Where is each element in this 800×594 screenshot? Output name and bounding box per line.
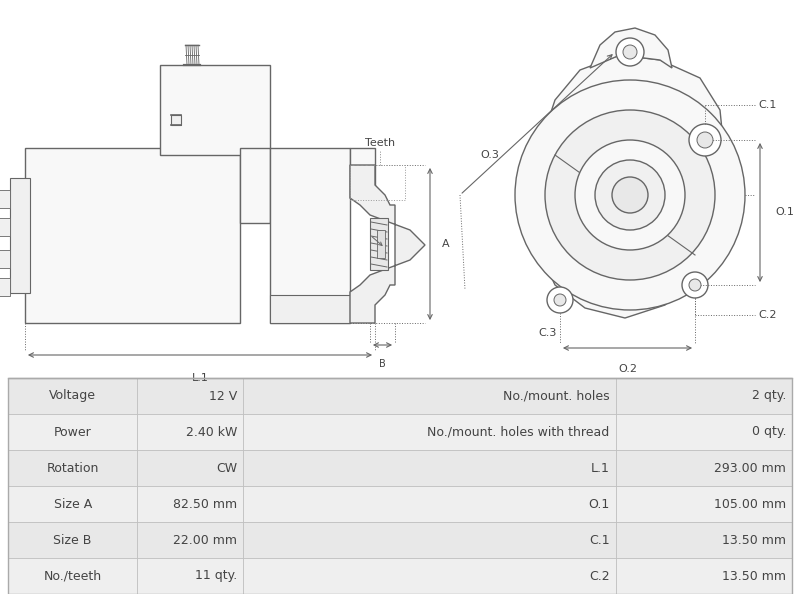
- Text: Size B: Size B: [54, 533, 92, 546]
- Bar: [243, 414, 616, 450]
- Bar: [8, 378, 138, 414]
- Bar: [0, 190, 10, 208]
- Circle shape: [545, 110, 715, 280]
- Circle shape: [547, 287, 573, 313]
- Bar: [0, 250, 10, 268]
- Text: L.1: L.1: [191, 373, 209, 383]
- Text: 2 qty.: 2 qty.: [752, 390, 786, 403]
- Text: 13.50 mm: 13.50 mm: [722, 533, 786, 546]
- Bar: [160, 65, 270, 155]
- Bar: [8, 558, 138, 594]
- Text: No./mount. holes with thread: No./mount. holes with thread: [427, 425, 610, 438]
- Bar: [8, 486, 138, 522]
- Polygon shape: [350, 165, 425, 323]
- Text: Power: Power: [54, 425, 91, 438]
- Circle shape: [697, 132, 713, 148]
- Bar: [616, 486, 792, 522]
- Bar: [0, 218, 10, 236]
- Bar: [616, 450, 792, 486]
- Bar: [616, 522, 792, 558]
- Bar: [616, 558, 792, 594]
- Text: 12 V: 12 V: [209, 390, 238, 403]
- Text: C.2: C.2: [589, 570, 610, 583]
- Bar: [138, 522, 243, 558]
- Circle shape: [616, 38, 644, 66]
- Bar: [0, 278, 10, 296]
- Bar: [138, 486, 243, 522]
- Text: 22.00 mm: 22.00 mm: [174, 533, 238, 546]
- Text: 105.00 mm: 105.00 mm: [714, 498, 786, 510]
- Circle shape: [515, 80, 745, 310]
- Text: CW: CW: [216, 462, 238, 475]
- Text: 293.00 mm: 293.00 mm: [714, 462, 786, 475]
- Bar: [138, 378, 243, 414]
- Bar: [616, 414, 792, 450]
- Bar: [377, 230, 385, 258]
- Circle shape: [689, 124, 721, 156]
- Circle shape: [623, 45, 637, 59]
- Bar: [243, 378, 616, 414]
- Bar: [616, 378, 792, 414]
- Text: O.2: O.2: [618, 364, 637, 374]
- Bar: [243, 522, 616, 558]
- Bar: [240, 148, 270, 223]
- Text: C.3: C.3: [539, 328, 557, 338]
- Bar: [8, 450, 138, 486]
- Text: O.1: O.1: [588, 498, 610, 510]
- Bar: [350, 165, 405, 200]
- Text: 13.50 mm: 13.50 mm: [722, 570, 786, 583]
- Circle shape: [689, 279, 701, 291]
- Polygon shape: [590, 28, 672, 68]
- Bar: [10, 178, 30, 293]
- Bar: [243, 486, 616, 522]
- Circle shape: [575, 140, 685, 250]
- Polygon shape: [535, 55, 725, 318]
- Text: C.1: C.1: [758, 100, 776, 110]
- Bar: [8, 414, 138, 450]
- Bar: [370, 218, 388, 270]
- Bar: [270, 148, 350, 323]
- Bar: [270, 295, 350, 323]
- Bar: [243, 450, 616, 486]
- Bar: [243, 558, 616, 594]
- Text: No./teeth: No./teeth: [44, 570, 102, 583]
- Text: O.1: O.1: [775, 207, 794, 217]
- Text: A: A: [442, 239, 450, 249]
- Bar: [350, 148, 375, 198]
- Text: Size A: Size A: [54, 498, 92, 510]
- Bar: [171, 115, 181, 125]
- Bar: [138, 558, 243, 594]
- Bar: [8, 522, 138, 558]
- Text: C.1: C.1: [589, 533, 610, 546]
- Circle shape: [595, 160, 665, 230]
- Text: Teeth: Teeth: [365, 138, 395, 148]
- Text: O.3: O.3: [481, 150, 499, 160]
- Text: L.1: L.1: [590, 462, 610, 475]
- Bar: [138, 414, 243, 450]
- Bar: [25, 148, 240, 323]
- Bar: [138, 450, 243, 486]
- Text: C.2: C.2: [758, 310, 777, 320]
- Text: B: B: [378, 359, 386, 369]
- Text: Rotation: Rotation: [46, 462, 99, 475]
- Text: 2.40 kW: 2.40 kW: [186, 425, 238, 438]
- Text: 0 qty.: 0 qty.: [751, 425, 786, 438]
- Circle shape: [554, 294, 566, 306]
- Text: No./mount. holes: No./mount. holes: [503, 390, 610, 403]
- Text: 11 qty.: 11 qty.: [195, 570, 238, 583]
- Bar: [8, 378, 792, 594]
- Text: Voltage: Voltage: [49, 390, 96, 403]
- Text: 82.50 mm: 82.50 mm: [173, 498, 238, 510]
- Circle shape: [682, 272, 708, 298]
- Circle shape: [612, 177, 648, 213]
